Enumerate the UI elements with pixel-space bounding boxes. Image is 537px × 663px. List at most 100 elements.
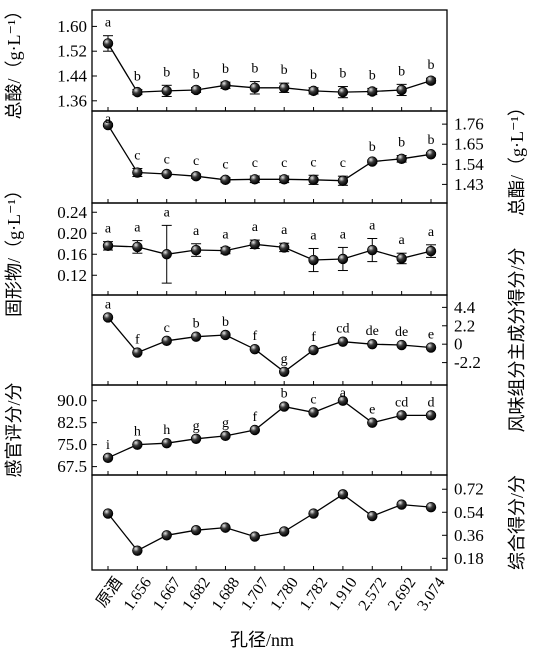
data-point: [102, 508, 114, 519]
significance-letter: b: [193, 67, 200, 82]
y-axis-title: 总酯/（g·L⁻¹）: [507, 98, 527, 216]
significance-letter: f: [252, 329, 257, 344]
y-tick-label: 0.36: [454, 526, 484, 545]
data-point: [249, 174, 261, 185]
data-point: [249, 82, 261, 93]
y-tick-label: 0.24: [57, 203, 87, 222]
x-tick-label: 1.910: [326, 575, 361, 614]
data-point: [337, 86, 349, 98]
data-point: [337, 336, 349, 347]
panel-2: 1.761.651.541.43 总酯/（g·L⁻¹） a c c c c c c c c b b b: [91, 98, 527, 216]
data-point: [220, 522, 231, 533]
x-tick-label: 1.782: [297, 575, 332, 614]
y-tick-label: 75.0: [57, 435, 87, 454]
data-point: [308, 508, 319, 519]
x-tick-label: 1.780: [267, 575, 302, 614]
data-point: [132, 86, 143, 98]
y-tick-label: 82.5: [57, 413, 87, 432]
data-point: [190, 524, 202, 536]
data-point: [132, 167, 143, 178]
significance-letter: a: [369, 219, 376, 234]
data-point: [132, 545, 143, 556]
significance-letter: c: [222, 158, 228, 173]
significance-letter: e: [369, 403, 375, 418]
significance-letter: b: [281, 387, 288, 402]
x-tick-label: 2.572: [355, 575, 390, 614]
significance-letter: b: [369, 140, 376, 155]
significance-letter: cd: [395, 395, 408, 410]
x-tick-label: 3.074: [414, 575, 449, 614]
x-tick-label: 1.656: [121, 575, 156, 614]
y-tick-label: 1.54: [454, 155, 484, 174]
significance-letter: c: [281, 156, 287, 171]
data-point: [249, 239, 261, 250]
significance-letter: de: [395, 325, 408, 340]
significance-letter: b: [428, 133, 435, 148]
data-point: [249, 344, 261, 355]
data-point: [367, 244, 378, 256]
data-point: [102, 452, 114, 464]
data-point: [367, 156, 378, 167]
significance-letter: c: [134, 149, 140, 164]
y-tick-label: 0.20: [57, 224, 87, 243]
significance-letter: a: [428, 225, 435, 240]
data-point: [425, 501, 437, 513]
y-tick-label: 0.72: [454, 480, 484, 499]
data-point: [396, 499, 407, 510]
y-axis-title: 风味组分主成分得分/分: [507, 248, 527, 433]
y-tick-label: 1.36: [57, 91, 87, 110]
significance-letter: b: [134, 70, 141, 85]
panel-6: 0.72 0.54 0.36 0.18 综合得分/分: [91, 474, 527, 571]
data-point: [278, 526, 290, 537]
data-point: [367, 510, 378, 522]
data-point: [190, 244, 202, 256]
significance-letter: b: [251, 62, 258, 77]
significance-letter: c: [193, 154, 199, 169]
data-point: [337, 489, 349, 500]
data-point: [161, 249, 172, 260]
significance-letter: h: [134, 425, 141, 440]
series-line: [107, 316, 432, 373]
data-point: [249, 531, 261, 542]
panel-frame: [91, 9, 448, 112]
significance-letter: g: [193, 419, 200, 434]
significance-letter: b: [310, 68, 317, 83]
significance-letter: b: [281, 63, 288, 78]
data-point: [367, 417, 378, 428]
panel-frame: [91, 294, 448, 386]
x-tick-label: 1.667: [150, 575, 185, 614]
data-point: [396, 253, 407, 264]
significance-letter: a: [193, 224, 200, 239]
data-point: [425, 75, 437, 86]
y-tick-label: 1.60: [57, 17, 87, 36]
significance-letter: f: [135, 333, 140, 348]
y-axis-title: 固形物/（g·L⁻¹）: [4, 181, 24, 317]
data-point: [308, 254, 319, 266]
data-point: [278, 401, 290, 412]
data-point: [425, 245, 437, 257]
significance-letter: e: [428, 328, 434, 343]
significance-letter: b: [339, 67, 346, 82]
data-point: [102, 38, 114, 49]
data-point: [308, 407, 319, 418]
data-point: [220, 174, 231, 186]
data-point: [396, 84, 407, 96]
data-point: [278, 82, 290, 93]
data-point: [220, 80, 231, 91]
significance-letter: a: [105, 16, 112, 31]
data-point: [337, 175, 349, 186]
significance-letter: c: [252, 156, 258, 171]
y-tick-label: -2.2: [454, 353, 481, 372]
data-point: [425, 342, 437, 353]
series-line: [107, 243, 432, 261]
data-point: [308, 344, 319, 356]
significance-letter: b: [428, 58, 435, 73]
category-labels: 原酒1.6561.6671.6821.6881.7071.7801.7821.9…: [93, 574, 449, 614]
y-tick-label: 1.43: [454, 175, 484, 194]
significance-letter: a: [281, 223, 288, 238]
significance-letter: a: [105, 112, 112, 127]
significance-letter: a: [252, 220, 259, 235]
